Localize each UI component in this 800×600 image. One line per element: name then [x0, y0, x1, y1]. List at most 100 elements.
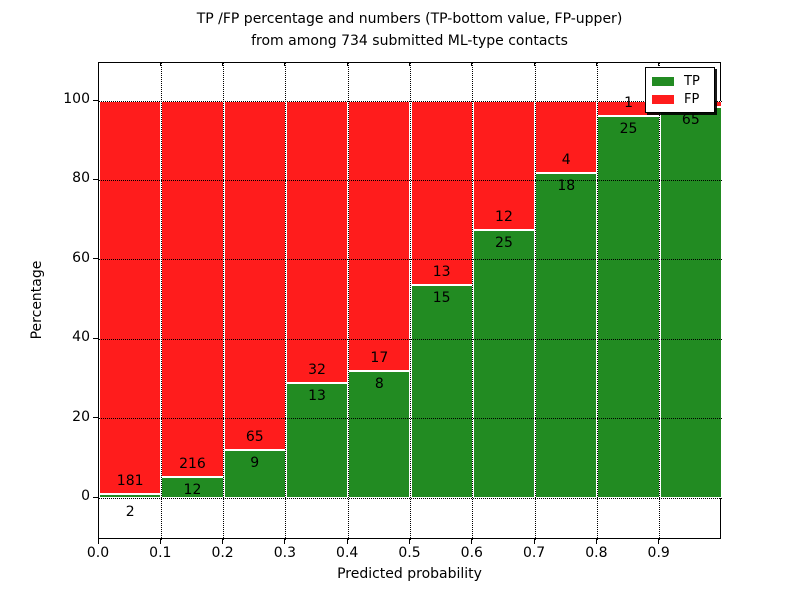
x-gridline	[347, 63, 349, 540]
x-gridline	[659, 63, 661, 540]
bar-fp-segment	[535, 101, 598, 174]
x-tick	[159, 539, 161, 544]
fp-count-label: 181	[116, 472, 144, 489]
bar-fp-segment	[410, 101, 473, 286]
y-tick	[93, 99, 98, 101]
x-tick-label: 0.1	[149, 545, 172, 561]
x-tick-label: 0.6	[460, 545, 483, 561]
x-tick-top	[658, 62, 660, 66]
fp-count-label: 13	[432, 264, 451, 281]
bar-fp-segment	[161, 101, 224, 478]
x-tick-top	[595, 62, 597, 66]
x-tick-label: 0.2	[211, 545, 234, 561]
x-tick	[595, 539, 597, 544]
y-tick-label: 0	[81, 488, 90, 504]
y-gridline	[99, 497, 722, 499]
y-gridline	[99, 100, 722, 102]
x-tick-top	[284, 62, 286, 66]
y-gridline	[99, 338, 722, 340]
chart-subtitle: from among 734 submitted ML-type contact…	[251, 33, 568, 49]
y-tick	[93, 337, 98, 339]
fp-count-label: 65	[245, 428, 264, 445]
fp-count-label: 17	[370, 349, 389, 366]
x-gridline	[160, 63, 162, 540]
x-tick-label: 0.3	[273, 545, 297, 561]
x-tick-label: 0.8	[585, 545, 608, 561]
plot-area: 181 2 216 12 65 9 32 13 17 8 13 15 12 25 4 18 1 25 65	[98, 62, 722, 540]
fp-count-label: 32	[308, 362, 326, 379]
tp-count-label: 25	[619, 121, 638, 138]
x-tick	[533, 539, 535, 544]
x-gridline	[285, 63, 287, 540]
x-tick	[658, 539, 660, 544]
legend-entry: TP	[652, 74, 708, 89]
y-tick	[93, 258, 98, 260]
x-tick-label: 0.7	[522, 545, 546, 561]
y-tick	[93, 417, 98, 419]
x-gridline	[596, 63, 598, 540]
legend: TP FP	[645, 67, 715, 113]
legend-entry: FP	[652, 92, 708, 107]
x-gridline	[534, 63, 536, 540]
x-gridline	[472, 63, 474, 540]
x-tick-top	[159, 62, 161, 66]
legend-swatch-fp	[652, 94, 674, 104]
y-tick-label: 20	[72, 408, 90, 425]
x-tick-label: 0.0	[86, 545, 110, 561]
x-tick	[409, 539, 410, 544]
x-tick-label: 0.4	[336, 545, 359, 561]
y-tick-label: 40	[72, 329, 90, 346]
x-tick	[284, 539, 286, 544]
bar-tp-segment	[99, 493, 162, 498]
x-tick	[471, 539, 473, 544]
x-tick-top	[409, 62, 410, 66]
fp-count-label: 1	[624, 95, 633, 112]
bar-fp-segment	[99, 101, 162, 494]
bar-fp-segment	[223, 101, 286, 450]
tp-count-label: 12	[183, 482, 202, 499]
tp-count-label: 9	[250, 454, 260, 471]
y-tick	[93, 178, 98, 180]
x-tick	[222, 539, 224, 544]
x-axis-label: Predicted probability	[337, 566, 482, 582]
y-gridline	[99, 418, 722, 420]
y-gridline	[99, 259, 722, 261]
bar-tp-segment	[472, 229, 536, 498]
bar-tp-segment	[348, 370, 411, 498]
x-tick	[97, 539, 99, 544]
legend-swatch-tp	[652, 76, 674, 86]
bar-fp-segment	[348, 101, 411, 371]
y-gridline	[99, 179, 722, 181]
fp-count-label: 216	[179, 456, 206, 473]
x-tick-label: 0.5	[398, 545, 421, 561]
bar-tp-segment	[535, 173, 598, 498]
legend-label: FP	[684, 91, 700, 107]
bar-tp-segment	[285, 383, 349, 498]
tp-count-label: 2	[125, 504, 135, 520]
x-tick-top	[346, 62, 348, 66]
fp-count-label: 4	[561, 152, 571, 169]
bar-tp-segment	[161, 477, 224, 498]
y-tick	[93, 496, 98, 498]
fp-count-label: 12	[495, 208, 513, 225]
bar-tp-segment	[659, 107, 722, 498]
chart-title: TP /FP percentage and numbers (TP-bottom…	[196, 11, 623, 27]
tp-count-label: 18	[557, 178, 576, 195]
x-gridline	[410, 63, 411, 540]
x-tick-top	[471, 62, 473, 66]
bar-fp-segment	[285, 101, 349, 384]
tp-count-label: 25	[495, 234, 513, 251]
y-tick-label: 60	[72, 249, 90, 266]
x-tick-top	[222, 62, 224, 66]
x-tick-top	[533, 62, 535, 66]
bar-tp-segment	[597, 116, 660, 498]
bar-tp-segment	[223, 449, 286, 498]
x-tick	[346, 539, 348, 544]
y-tick-label: 100	[63, 91, 90, 107]
legend-label: TP	[684, 73, 700, 89]
tp-count-label: 65	[681, 112, 700, 129]
x-gridline	[223, 63, 225, 540]
y-axis-label: Percentage	[29, 260, 45, 340]
tp-count-label: 15	[432, 290, 451, 307]
